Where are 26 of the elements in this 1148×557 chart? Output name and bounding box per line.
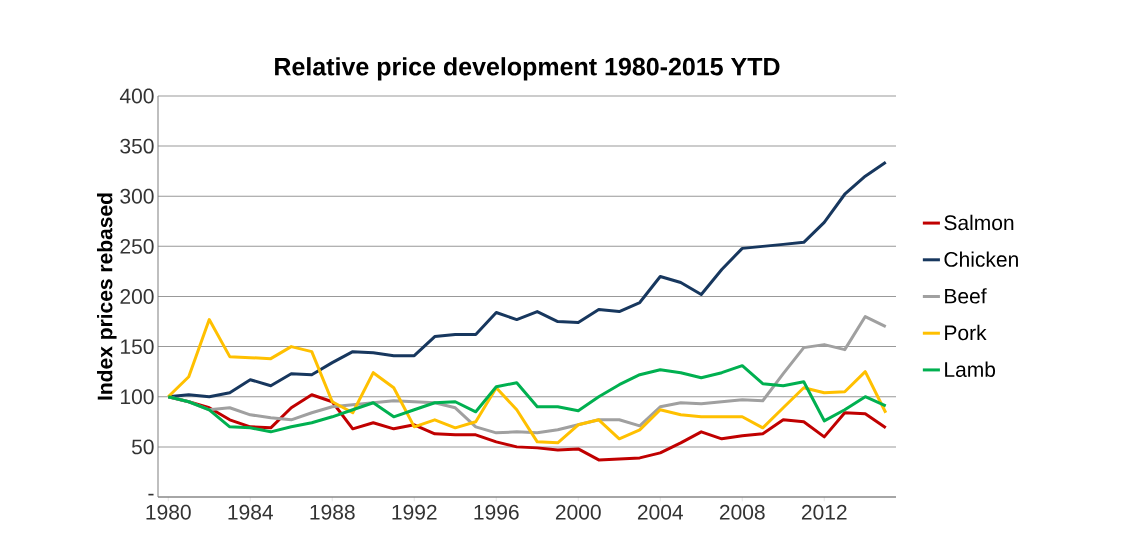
x-tick-label: 2000 (555, 504, 601, 520)
x-tick-label: 1988 (310, 504, 355, 520)
x-tick-label: 1992 (392, 504, 437, 520)
y-tick-label: 250 (120, 238, 154, 254)
x-tick-label: 2004 (637, 504, 683, 520)
y-tick-label: 300 (120, 188, 154, 204)
y-tick-label: 100 (121, 389, 154, 405)
x-tick-label: 1984 (228, 504, 273, 520)
line-series (166, 364, 888, 434)
y-tick-label: 400 (119, 88, 154, 104)
x-tick-label: 2012 (801, 504, 847, 520)
legend-label: Beef (945, 288, 987, 304)
y-tick-label: 350 (120, 138, 154, 154)
x-tick-label: 1980 (146, 504, 191, 520)
y-tick-label: 200 (120, 289, 154, 304)
legend-label: Chicken (944, 251, 1018, 267)
y-tick-label: 50 (131, 439, 154, 455)
x-tick-label: 1996 (474, 504, 519, 520)
y-axis-title: Index prices rebased (96, 193, 117, 400)
legend-label: Salmon (944, 214, 1014, 231)
chart-title: Relative price development 1980-2015 YTD (275, 57, 780, 81)
x-tick-label: 2008 (719, 504, 765, 520)
legend-label: Lamb (945, 361, 996, 377)
legend-label: Pork (945, 324, 987, 341)
y-tick-label: - (148, 493, 154, 496)
y-tick-label: 150 (121, 339, 154, 355)
